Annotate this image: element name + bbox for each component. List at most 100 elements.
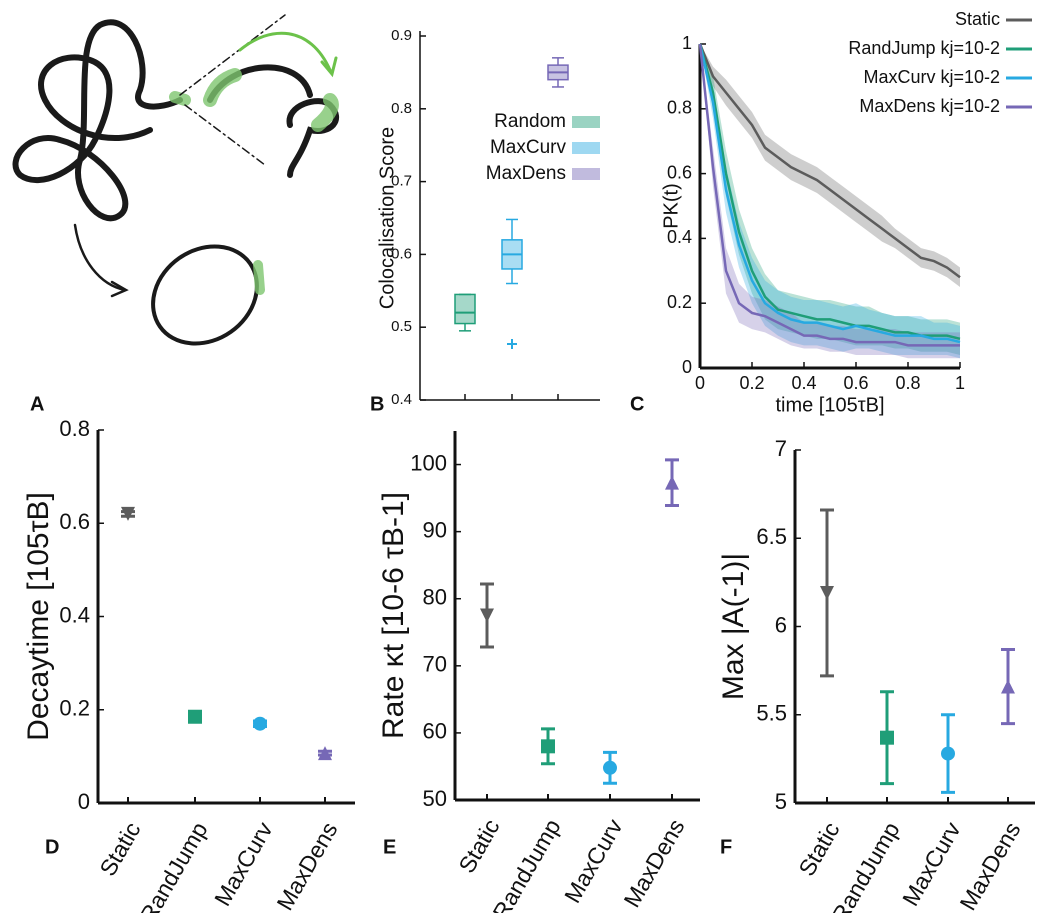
- y-tick-label: 60: [423, 719, 447, 744]
- x-axis-label: time [105τB]: [775, 394, 884, 416]
- dashed-guide: [179, 14, 286, 166]
- x-tick-label: MaxDens: [271, 818, 342, 913]
- x-tick-label: 0: [695, 373, 705, 393]
- x-tick-label: 1: [955, 373, 965, 393]
- legend-label: MaxDens: [486, 163, 566, 184]
- marker: [665, 475, 679, 490]
- y-tick-label: 0.6: [667, 162, 692, 182]
- y-tick-label: 0.4: [391, 391, 412, 408]
- legend-label: MaxCurv: [490, 137, 567, 158]
- x-tick-label: Static: [94, 818, 145, 881]
- y-tick-label: 6.5: [756, 524, 787, 549]
- y-axis-label: Rate κt [10-6 τB-1]: [377, 492, 410, 739]
- legend-label: RandJump kj=10-2: [848, 38, 1000, 58]
- y-tick-label: 0.8: [391, 100, 412, 117]
- y-tick-label: 7: [775, 436, 787, 461]
- x-tick-label: MaxCurv: [559, 814, 628, 907]
- y-tick-label: 100: [410, 450, 447, 475]
- y-tick-label: 0.8: [667, 98, 692, 118]
- highlight: [311, 93, 339, 132]
- y-tick-label: 0.6: [391, 245, 412, 262]
- marker: [253, 716, 267, 731]
- y-tick-label: 0.8: [59, 416, 90, 441]
- error-band: [700, 44, 960, 356]
- panel-label: C: [630, 393, 644, 415]
- legend-swatch: [572, 168, 600, 180]
- y-tick-label: 80: [423, 585, 447, 610]
- arrow-head: [110, 280, 129, 298]
- y-tick-label: 0.7: [391, 173, 412, 190]
- marker: [121, 506, 135, 521]
- y-axis-label: Max |A(-1)|: [717, 553, 750, 700]
- legend-label: Random: [494, 111, 566, 132]
- marker: [480, 608, 494, 623]
- outlier: [507, 338, 517, 349]
- x-tick-label: RandJump: [134, 818, 212, 913]
- y-tick-label: 5.5: [756, 701, 787, 726]
- y-tick-label: 1: [682, 33, 692, 53]
- x-tick-label: 0.2: [739, 373, 764, 393]
- y-tick-label: 0.2: [667, 292, 692, 312]
- marker: [880, 730, 894, 745]
- box: [454, 293, 476, 325]
- error-band: [700, 44, 960, 359]
- y-tick-label: 0.9: [391, 27, 412, 44]
- y-tick-label: 50: [423, 786, 447, 811]
- x-tick-label: Static: [453, 815, 504, 878]
- marker: [541, 739, 555, 754]
- y-tick-label: 0.5: [391, 318, 412, 335]
- line: [698, 43, 960, 347]
- y-tick-label: 70: [423, 652, 447, 677]
- highlight: [169, 91, 191, 106]
- arrow: [238, 31, 332, 72]
- y-tick-label: 6: [775, 612, 787, 637]
- marker: [188, 709, 202, 724]
- x-tick-label: 0.6: [843, 373, 868, 393]
- line: [698, 43, 961, 344]
- x-tick-label: MaxCurv: [209, 817, 278, 910]
- y-tick-label: 0.4: [667, 227, 692, 247]
- panel-label: E: [383, 836, 396, 858]
- x-tick-label: 0.8: [895, 373, 920, 393]
- knot-segment: [286, 98, 340, 178]
- panel-label: B: [370, 393, 384, 415]
- y-tick-label: 0: [682, 357, 692, 377]
- x-tick-label: 0.4: [791, 373, 816, 393]
- legend-swatch: [572, 142, 600, 154]
- y-axis-label: Decaytime [105τB]: [22, 492, 55, 741]
- x-tick-label: Static: [793, 818, 844, 881]
- error-band: [700, 44, 960, 287]
- line: [698, 43, 961, 279]
- y-tick-label: 0: [78, 789, 90, 814]
- panel-label: F: [720, 836, 732, 858]
- legend-label: Static: [955, 9, 1000, 29]
- y-tick-label: 0.6: [59, 509, 90, 534]
- unknot: [151, 244, 259, 346]
- y-tick-label: 5: [775, 789, 787, 814]
- y-tick-label: 90: [423, 517, 447, 542]
- arrow: [73, 223, 127, 292]
- y-axis-label: PK(t): [660, 183, 682, 229]
- y-tick-label: 0.2: [59, 696, 90, 721]
- legend-label: MaxDens kj=10-2: [859, 96, 1000, 116]
- x-tick-label: MaxDens: [618, 815, 689, 912]
- y-tick-label: 0.4: [59, 602, 90, 627]
- marker: [1001, 679, 1015, 694]
- legend-label: MaxCurv kj=10-2: [863, 67, 1000, 87]
- panel-label: D: [45, 836, 59, 858]
- x-tick-label: MaxDens: [954, 818, 1025, 913]
- legend-swatch: [572, 116, 600, 128]
- highlight: [253, 260, 265, 295]
- knot-diagram: [12, 14, 340, 346]
- marker: [603, 760, 617, 775]
- highlight: [203, 68, 242, 107]
- marker: [941, 746, 955, 761]
- x-tick-label: MaxCurv: [897, 817, 966, 910]
- knot-curve: [12, 19, 183, 222]
- panel-label: A: [30, 393, 44, 415]
- y-axis-label: Colocalisation Score: [376, 127, 398, 309]
- marker: [318, 746, 332, 761]
- marker: [820, 585, 834, 600]
- arrow-head: [320, 56, 338, 78]
